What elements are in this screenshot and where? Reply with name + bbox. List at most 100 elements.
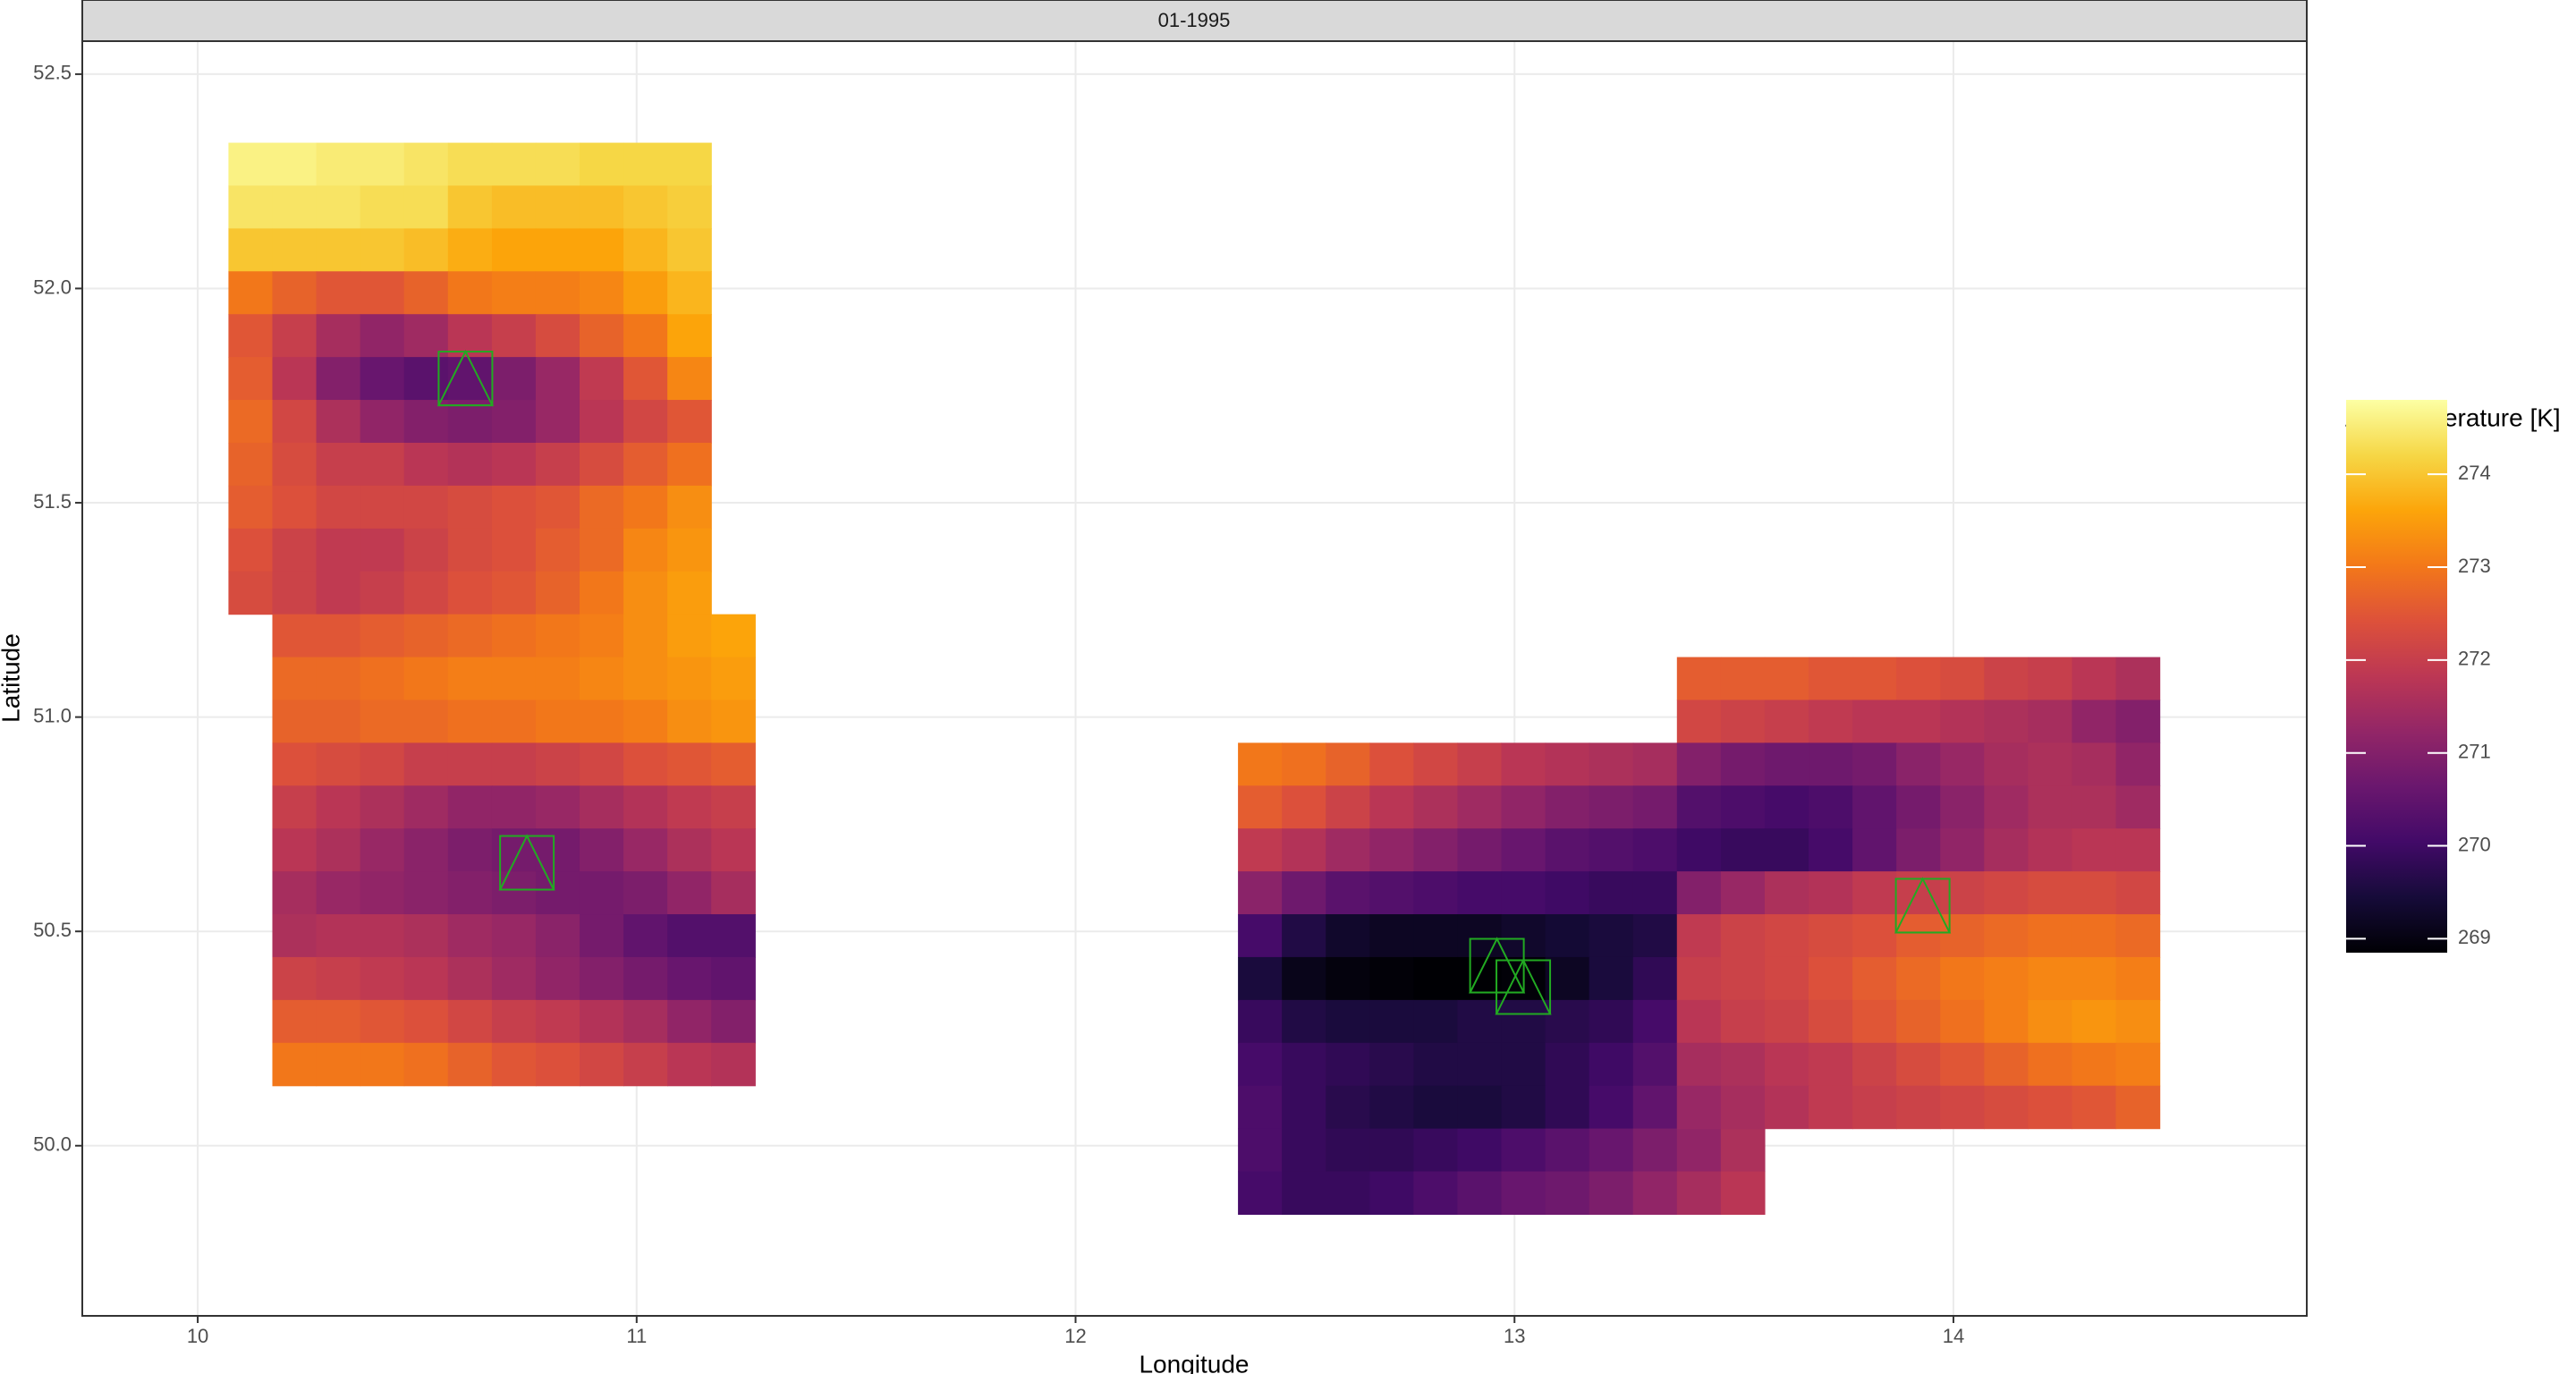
cell: [667, 999, 712, 1044]
cell: [2115, 999, 2161, 1044]
cell: [1589, 742, 1634, 786]
cell: [667, 914, 712, 958]
cell: [316, 956, 361, 1001]
cell: [1457, 1171, 1503, 1216]
cell: [535, 228, 580, 272]
cell: [623, 700, 668, 743]
cell: [2115, 785, 2161, 829]
axes: 10 11 12 13 14 50.0 50.5 51.0 51.5 52.0 52.5: [33, 62, 1964, 1347]
cell: [1238, 1042, 1283, 1087]
cell: [535, 571, 580, 615]
cell: [1720, 657, 1766, 701]
cell: [667, 271, 712, 315]
cell: [360, 828, 405, 872]
x-tick-label: 11: [626, 1325, 647, 1347]
cell: [623, 742, 668, 786]
cell: [1984, 999, 2029, 1044]
y-tick-label: 52.5: [33, 62, 72, 84]
cell: [403, 614, 449, 658]
cell: [1984, 1085, 2029, 1130]
station-triangle: [1894, 877, 1952, 934]
cell: [1764, 700, 1809, 743]
cell: [1457, 956, 1503, 1001]
cell: [1413, 785, 1459, 829]
cell: [1589, 1171, 1634, 1216]
cell: [2072, 871, 2117, 915]
cell: [1589, 1042, 1634, 1087]
cell: [667, 442, 712, 487]
colorbar-label: 270: [2458, 833, 2491, 855]
cell: [2115, 828, 2161, 872]
cell: [1326, 871, 1370, 915]
cell: [1369, 999, 1414, 1044]
cell: [1589, 1085, 1634, 1130]
cell: [316, 185, 361, 229]
cell: [1589, 871, 1634, 915]
cell: [623, 314, 668, 358]
cell: [316, 142, 361, 187]
cell: [623, 442, 668, 487]
cell: [1984, 700, 2029, 743]
cell: [1896, 956, 1941, 1001]
cell: [316, 485, 361, 530]
cell: [316, 1042, 361, 1087]
cell: [1632, 1171, 1678, 1216]
cell: [579, 742, 624, 786]
cell: [403, 485, 449, 530]
plot-border: [81, 40, 2308, 1317]
cell: [1632, 914, 1678, 958]
cell: [228, 442, 274, 487]
cell: [272, 614, 318, 658]
cell: [316, 271, 361, 315]
cell: [1545, 1085, 1590, 1130]
cell: [2028, 828, 2073, 872]
cell: [579, 614, 624, 658]
cell: [272, 185, 318, 229]
cell: [272, 228, 318, 272]
cell: [360, 657, 405, 701]
cell: [1676, 871, 1722, 915]
colorbar-label: 269: [2458, 926, 2491, 948]
cell: [1501, 1171, 1546, 1216]
cell: [1545, 999, 1590, 1044]
cell: [1282, 785, 1326, 829]
cell: [535, 528, 580, 572]
cell: [447, 357, 493, 401]
cell: [579, 828, 624, 872]
cell: [491, 657, 537, 701]
cell: [1676, 828, 1722, 872]
cell: [491, 271, 537, 315]
cell: [403, 657, 449, 701]
cell: [535, 700, 580, 743]
cell: [491, 228, 537, 272]
cell: [491, 400, 537, 444]
cell: [403, 571, 449, 615]
cell: [272, 871, 318, 915]
cell: [535, 785, 580, 829]
cell: [228, 357, 274, 401]
y-tick-label: 51.0: [33, 704, 72, 726]
cell: [535, 871, 580, 915]
cell: [447, 828, 493, 872]
cell: [1720, 1128, 1766, 1173]
cell: [1676, 999, 1722, 1044]
cell: [1413, 914, 1459, 958]
cell: [447, 700, 493, 743]
cell: [1282, 914, 1326, 958]
cell: [1632, 871, 1678, 915]
cell: [2115, 700, 2161, 743]
cell: [535, 357, 580, 401]
cell: [1809, 785, 1853, 829]
cell: [447, 999, 493, 1044]
cell: [1326, 956, 1370, 1001]
cell: [711, 1042, 756, 1087]
cell: [1501, 828, 1546, 872]
cell: [579, 657, 624, 701]
cell: [667, 614, 712, 658]
cell: [491, 185, 537, 229]
cell: [1764, 871, 1809, 915]
cell: [1238, 785, 1283, 829]
cell: [711, 657, 756, 701]
cell: [1457, 785, 1503, 829]
cell: [1896, 657, 1941, 701]
